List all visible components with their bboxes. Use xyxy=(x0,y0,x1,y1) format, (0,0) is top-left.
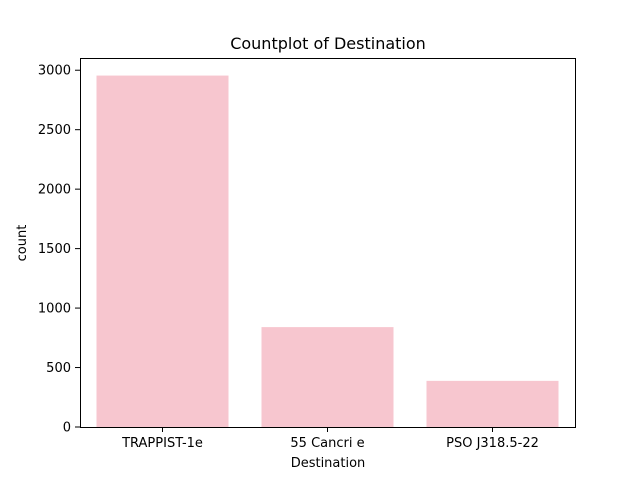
bar-0 xyxy=(96,75,229,428)
bar-2 xyxy=(426,380,559,427)
x-tick-label-0: TRAPPIST-1e xyxy=(121,436,203,451)
y-tick-label-2: 1000 xyxy=(38,302,71,317)
y-axis: 0 500 1000 1500 2000 2500 3000 xyxy=(38,64,80,436)
chart-title: Countplot of Destination xyxy=(230,34,426,53)
bars-group xyxy=(96,75,559,428)
y-tick-label-1: 500 xyxy=(46,361,71,376)
bar-1 xyxy=(261,327,394,427)
x-tick-label-2: PSO J318.5-22 xyxy=(446,436,539,451)
x-axis-label: Destination xyxy=(291,456,366,471)
y-tick-label-0: 0 xyxy=(63,421,71,436)
y-axis-label: count xyxy=(15,225,30,262)
y-tick-label-3: 1500 xyxy=(38,242,71,257)
x-tick-label-1: 55 Cancri e xyxy=(290,436,364,451)
y-tick-label-4: 2000 xyxy=(38,183,71,198)
y-tick-label-5: 2500 xyxy=(38,123,71,138)
y-tick-label-6: 3000 xyxy=(38,64,71,79)
x-axis: TRAPPIST-1e 55 Cancri e PSO J318.5-22 xyxy=(121,427,539,451)
